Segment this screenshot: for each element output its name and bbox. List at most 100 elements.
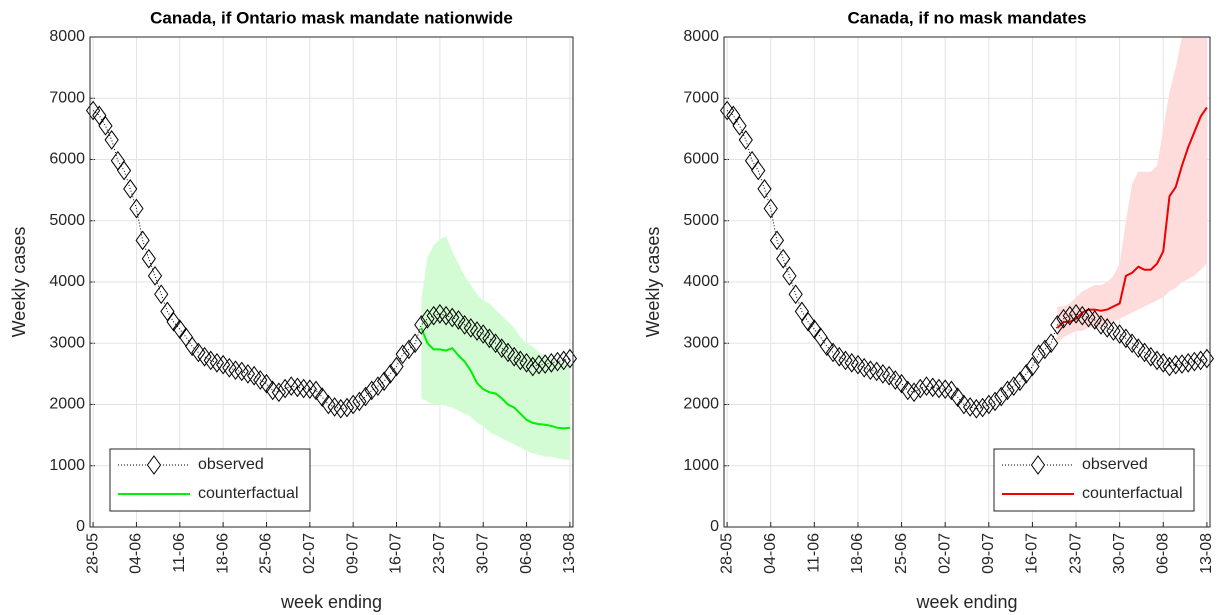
diamond-marker: [129, 198, 144, 219]
diamond-marker: [141, 248, 156, 269]
diamond-marker: [259, 373, 274, 394]
y-tick-label: 6000: [49, 151, 85, 168]
x-tick-label: 13-08: [561, 533, 578, 574]
diamond-marker: [383, 364, 398, 384]
x-tick-label: 04-06: [128, 533, 145, 574]
y-tick-label: 0: [710, 518, 719, 535]
diamond-marker: [209, 352, 225, 373]
diamond-marker: [1000, 380, 1015, 401]
legend-label: counterfactual: [198, 485, 299, 502]
diamond-marker: [1137, 342, 1152, 363]
diamond-marker: [135, 230, 150, 251]
diamond-marker: [364, 380, 379, 401]
diamond-marker: [346, 394, 361, 415]
diamond-marker: [726, 105, 741, 126]
diamond-marker: [825, 342, 841, 363]
diamond-marker: [1168, 354, 1183, 375]
diamond-marker: [191, 342, 206, 363]
diamond-marker: [782, 266, 797, 286]
axes-box: [723, 36, 1211, 528]
y-tick-label: 2000: [49, 396, 85, 413]
x-tick-label: 04-06: [762, 533, 779, 574]
diamond-marker: [863, 360, 878, 381]
y-tick-label: 2000: [683, 396, 719, 413]
y-tick-label: 7000: [683, 89, 719, 106]
diamond-marker: [407, 333, 423, 354]
diamond-marker: [751, 160, 766, 181]
legend-label: observed: [198, 456, 264, 473]
diamond-marker: [931, 378, 947, 399]
y-tick-label: 6000: [683, 151, 719, 168]
diamond-marker: [1199, 348, 1215, 369]
diamond-marker: [284, 376, 299, 396]
diamond-marker: [881, 365, 897, 386]
x-tick-label: 09-07: [980, 533, 997, 574]
diamond-marker: [757, 179, 772, 199]
diamond-marker: [92, 105, 107, 126]
legend-marker: [146, 455, 162, 475]
x-tick-label: 25-06: [258, 533, 275, 574]
y-tick-label: 3000: [49, 334, 85, 351]
y-tick-label: 5000: [683, 212, 719, 229]
x-tick-label: 18-06: [849, 533, 866, 574]
diamond-marker: [531, 354, 547, 375]
diamond-marker: [389, 356, 404, 377]
diamond-marker: [776, 248, 791, 269]
x-tick-label: 02-07: [301, 533, 318, 574]
x-tick-label: 25-06: [893, 533, 910, 574]
y-tick-label: 8000: [49, 28, 85, 45]
diamond-marker: [857, 357, 872, 378]
x-tick-label: 16-07: [1024, 533, 1041, 574]
diamond-marker: [1019, 364, 1034, 384]
legend-label: observed: [1082, 456, 1148, 473]
diamond-marker: [738, 130, 753, 150]
diamond-marker: [562, 348, 578, 369]
diamond-marker: [414, 315, 429, 335]
y-tick-label: 4000: [683, 273, 719, 290]
y-tick-label: 4000: [49, 273, 85, 290]
legend: observed counterfactual: [993, 448, 1195, 512]
diamond-marker: [315, 387, 330, 408]
x-axis-label: week ending: [915, 592, 1017, 612]
diamond-marker: [844, 352, 859, 373]
legend-label: counterfactual: [1082, 485, 1183, 502]
diamond-marker: [1050, 315, 1065, 335]
x-tick-label: 23-07: [1067, 533, 1084, 574]
diamond-marker: [321, 394, 336, 415]
legend-marker: [1030, 455, 1046, 475]
diamond-marker: [869, 361, 884, 382]
diamond-marker: [445, 307, 460, 328]
diamond-marker: [925, 377, 940, 398]
diamond-marker: [1081, 307, 1096, 328]
diamond-marker: [426, 305, 441, 326]
diamond-marker: [123, 179, 138, 199]
diamond-marker: [154, 284, 169, 305]
diamond-marker: [358, 386, 373, 407]
chart-title: Canada, if no mask mandates: [847, 8, 1086, 27]
diamond-marker: [556, 350, 571, 371]
diamond-marker: [277, 378, 293, 399]
x-tick-label: 02-07: [936, 533, 953, 574]
x-tick-label: 18-06: [214, 533, 231, 574]
diamond-marker: [956, 394, 972, 415]
diamond-marker: [950, 387, 965, 408]
diamond-marker: [1068, 303, 1084, 324]
diamond-marker: [308, 380, 324, 401]
diamond-marker: [1012, 371, 1028, 392]
diamond-marker: [1181, 352, 1196, 373]
diamond-marker: [1174, 354, 1190, 374]
diamond-marker: [160, 301, 175, 322]
diamond-marker: [234, 361, 249, 382]
diamond-marker: [819, 336, 834, 357]
diamond-marker: [1006, 376, 1021, 396]
x-tick-label: 28-05: [718, 533, 735, 574]
x-tick-label: 09-07: [344, 533, 361, 574]
x-tick-label: 16-07: [388, 533, 405, 574]
diamond-marker: [906, 382, 922, 403]
diamond-marker: [494, 338, 509, 359]
x-tick-label: 30-07: [474, 533, 491, 574]
diamond-marker: [962, 397, 978, 417]
diamond-marker: [981, 394, 996, 415]
axes-box: [89, 36, 574, 528]
diamond-marker: [1124, 333, 1140, 354]
